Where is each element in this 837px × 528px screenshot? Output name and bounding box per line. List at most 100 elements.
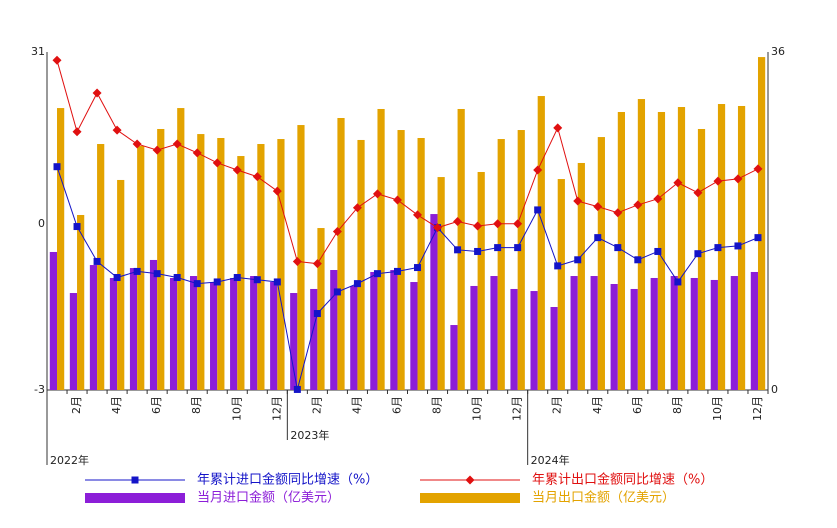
- point: [653, 194, 663, 204]
- bar: [169, 277, 178, 390]
- point: [332, 227, 342, 237]
- bar: [189, 276, 198, 390]
- bar: [270, 282, 278, 390]
- bar: [510, 288, 518, 390]
- bar: [650, 277, 658, 390]
- bar: [330, 270, 338, 390]
- point: [392, 195, 402, 205]
- x-group-label: 2024年: [531, 453, 570, 467]
- bar: [370, 271, 378, 390]
- legend-swatch: [420, 493, 520, 503]
- bar: [117, 179, 125, 390]
- point: [694, 250, 702, 258]
- bar: [737, 105, 746, 390]
- point: [72, 127, 82, 137]
- point: [494, 244, 502, 252]
- bar: [550, 307, 558, 390]
- bar: [697, 128, 706, 390]
- x-group-label: 2023年: [290, 428, 329, 442]
- bar: [417, 138, 425, 390]
- point: [92, 88, 102, 98]
- point: [232, 165, 242, 175]
- y-tick-label: 0: [38, 217, 45, 230]
- bar: [290, 293, 298, 390]
- bar: [97, 144, 105, 390]
- x-tick-label: 12月: [270, 396, 283, 421]
- point: [292, 256, 302, 266]
- bar: [77, 214, 85, 390]
- bar: [129, 268, 138, 390]
- point: [594, 234, 602, 242]
- x-tick-label: 8月: [190, 396, 203, 414]
- point: [192, 148, 202, 158]
- bar: [377, 108, 385, 391]
- legend-label: 年累计进口金额同比增速（%）: [197, 472, 378, 488]
- point: [754, 234, 762, 242]
- point: [333, 288, 341, 296]
- y-tick-label: 31: [31, 45, 45, 58]
- bar: [497, 139, 505, 390]
- point: [554, 262, 562, 270]
- point: [414, 264, 422, 272]
- bar: [450, 325, 458, 390]
- bar: [670, 276, 678, 390]
- bar: [537, 96, 545, 391]
- bar: [237, 156, 245, 390]
- bar: [710, 279, 718, 390]
- point: [654, 247, 662, 255]
- point: [93, 257, 101, 265]
- point: [693, 188, 703, 198]
- point: [493, 219, 503, 229]
- legend-label: 当月出口金额（亿美元）: [532, 490, 675, 506]
- bar: [390, 270, 398, 390]
- legend-marker: [465, 475, 475, 485]
- point: [573, 196, 583, 206]
- bar: [690, 277, 698, 390]
- bar: [197, 134, 205, 390]
- point: [533, 165, 543, 175]
- bar: [397, 130, 405, 390]
- x-group-label: 2022年: [50, 453, 89, 467]
- point: [473, 221, 483, 231]
- bar: [149, 259, 158, 390]
- bar: [217, 138, 225, 390]
- point: [213, 278, 221, 286]
- point: [474, 247, 482, 255]
- point: [534, 206, 542, 214]
- bar: [430, 214, 438, 390]
- point: [73, 223, 81, 231]
- point: [733, 174, 743, 184]
- point: [252, 172, 262, 182]
- bar: [210, 282, 218, 390]
- point: [614, 244, 622, 252]
- x-tick-label: 6月: [390, 396, 403, 414]
- bar: [577, 162, 585, 390]
- point: [52, 55, 62, 65]
- point: [634, 256, 642, 264]
- point: [454, 246, 462, 254]
- bar: [250, 276, 258, 390]
- x-tick-label: 2月: [70, 396, 83, 414]
- point: [714, 244, 722, 252]
- point: [353, 280, 361, 288]
- point: [53, 163, 61, 171]
- bar: [157, 128, 165, 390]
- bar: [517, 130, 525, 390]
- bar: [590, 276, 598, 390]
- bar: [49, 251, 58, 390]
- bar: [257, 144, 265, 390]
- bar: [109, 277, 118, 390]
- point: [153, 270, 161, 278]
- point: [113, 274, 121, 282]
- point: [193, 280, 201, 288]
- x-tick-label: 6月: [631, 396, 644, 414]
- bar: [69, 293, 78, 390]
- point: [293, 385, 301, 393]
- point: [553, 123, 563, 133]
- bar: [617, 111, 626, 391]
- bar: [630, 288, 638, 390]
- point: [734, 242, 742, 250]
- x-tick-label: 2月: [310, 396, 323, 414]
- bar: [610, 283, 618, 390]
